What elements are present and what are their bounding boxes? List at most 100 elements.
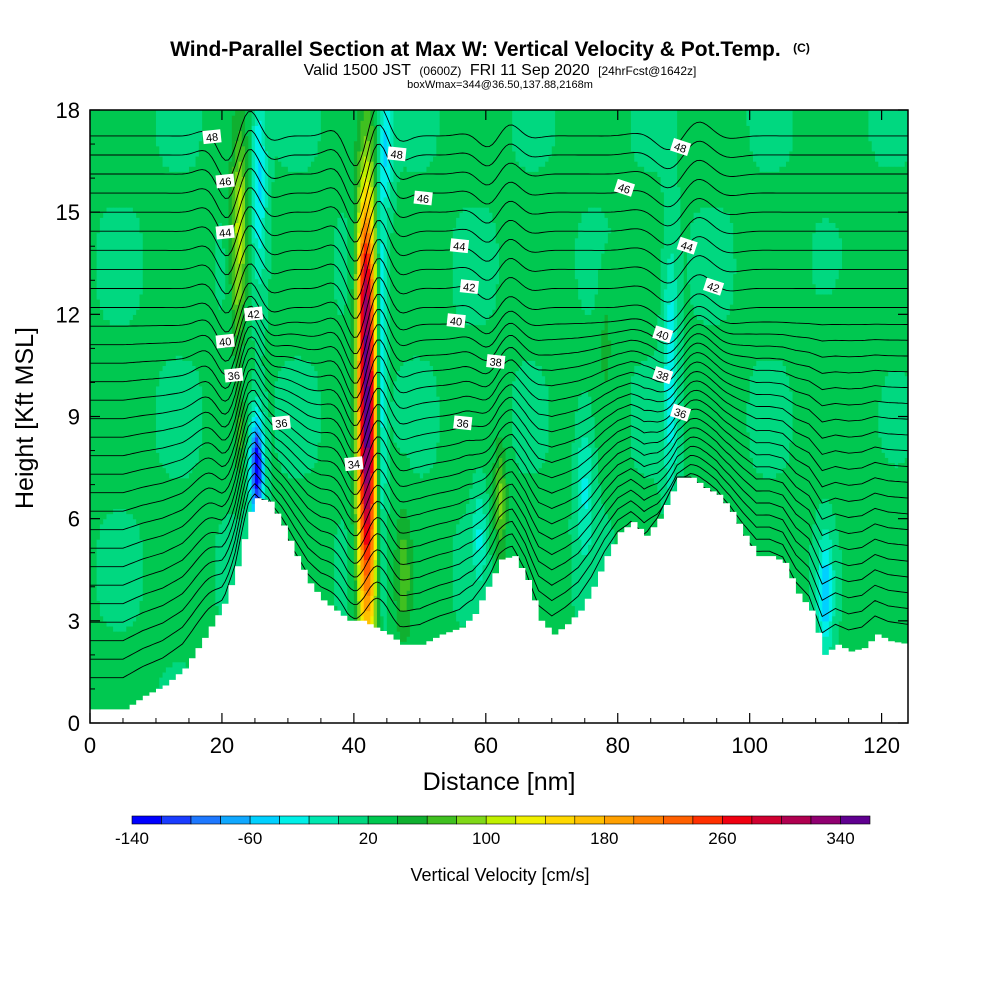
velocity-cell [363,135,368,157]
velocity-cell [139,232,144,295]
velocity-cell [99,523,104,617]
contour-label: 36 [669,403,692,422]
velocity-cell [317,390,322,443]
velocity-cell [456,217,461,315]
velocity-cell [489,110,493,213]
velocity-cell [677,186,682,530]
velocity-cell [568,518,573,535]
velocity-cell [545,385,550,453]
velocity-cell [152,110,157,723]
velocity-cell [182,477,187,663]
velocity-cell [403,166,408,361]
velocity-cell [825,549,830,566]
velocity-cell [535,171,540,367]
velocity-cell [667,110,672,259]
velocity-cell [822,110,827,218]
velocity-cell [357,278,362,361]
velocity-cell [492,110,497,223]
velocity-cell [291,110,296,172]
velocity-cell [208,110,213,723]
velocity-cell [264,329,269,392]
velocity-cell [314,155,319,372]
velocity-cell [617,110,622,723]
velocity-cell [822,636,827,658]
velocity-cell [314,462,319,678]
chart-subtitle: Valid 1500 JST (0600Z) FRI 11 Sep 2020 [… [304,62,697,79]
velocity-cell [456,110,461,218]
contour-label-box [669,403,692,422]
velocity-cell [396,370,401,448]
velocity-cell [367,610,371,627]
velocity-cell [459,518,464,627]
velocity-cell [376,385,381,673]
velocity-cell [868,110,873,142]
velocity-cell [337,314,342,525]
velocity-cell [235,334,240,469]
contour-label: 40 [652,325,674,343]
velocity-cell [251,110,256,126]
velocity-cell [875,161,879,678]
velocity-cell [96,232,101,300]
velocity-cell [159,155,164,372]
velocity-cell [489,212,493,315]
velocity-cell [736,110,741,723]
velocity-cell [795,110,800,723]
velocity-cell [584,477,589,510]
velocity-cell [591,309,596,418]
velocity-cell [884,110,889,167]
velocity-cell [815,569,820,617]
velocity-cell [241,263,246,305]
velocity-cell [528,171,533,361]
colorbar-tick-label: 100 [472,829,500,848]
velocity-cell [466,503,470,632]
velocity-cell [274,110,279,157]
velocity-cell [832,222,837,290]
y-tick-label: 3 [68,609,80,634]
velocity-cell [561,110,566,723]
velocity-cell [175,477,180,663]
velocity-cell [818,110,823,223]
velocity-cell [782,166,787,367]
velocity-cell [594,110,599,208]
velocity-cell [245,135,249,300]
velocity-cell [812,283,817,525]
y-axis-label: Height [Kft MSL] [11,327,39,509]
velocity-cell [367,191,371,208]
contour-label-text: 44 [679,240,694,255]
velocity-cell [812,110,817,234]
velocity-cell [297,355,302,479]
velocity-cell [690,110,695,223]
velocity-cell [828,110,833,223]
velocity-cell [601,370,606,504]
velocity-cell [248,493,253,525]
velocity-cell [423,360,428,474]
velocity-cell [743,110,747,723]
velocity-cell [334,533,338,607]
velocity-cell [264,110,269,152]
velocity-cell [373,518,378,561]
velocity-cell [122,110,127,208]
velocity-cell [370,569,375,596]
terrain [90,477,908,723]
velocity-cell [357,232,362,254]
velocity-cell [815,293,820,510]
velocity-cell [482,564,487,632]
velocity-cell [818,503,823,540]
velocity-cell [357,493,362,530]
velocity-cell [169,171,174,361]
velocity-cell [136,110,141,218]
velocity-cell [165,360,170,474]
contour-label: 38 [486,354,506,370]
velocity-cell [472,564,477,632]
contour-label: 42 [243,306,264,322]
x-tick-label: 20 [210,733,234,758]
velocity-cell [901,462,906,673]
velocity-cell [749,110,754,152]
velocity-cell [314,370,319,464]
velocity-cell [126,110,131,208]
theta-contour [90,110,908,167]
velocity-cell [584,110,589,213]
velocity-cell [400,365,404,453]
velocity-cell [198,447,203,693]
velocity-cell [363,590,368,612]
